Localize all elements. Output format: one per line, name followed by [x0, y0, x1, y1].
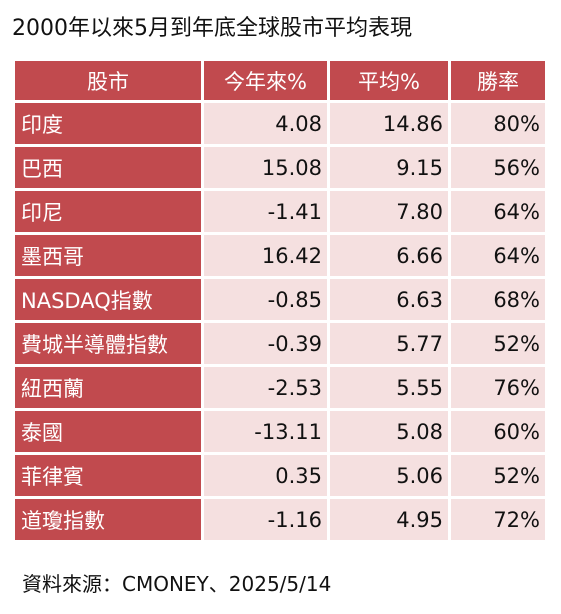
- ytd-value-cell: -2.53: [204, 367, 327, 408]
- market-name-cell: 費城半導體指數: [15, 323, 201, 364]
- average-value-cell: 9.15: [330, 147, 448, 188]
- table-row: 印尼 -1.41 7.80 64%: [15, 191, 545, 232]
- source-note: 資料來源：CMONEY、2025/5/14: [22, 572, 332, 596]
- market-name-cell: 印度: [15, 103, 201, 144]
- market-name-cell: 巴西: [15, 147, 201, 188]
- ytd-value-cell: 0.35: [204, 455, 327, 496]
- market-name-cell: 紐西蘭: [15, 367, 201, 408]
- table-row: 墨西哥 16.42 6.66 64%: [15, 235, 545, 276]
- chart-title: 2000年以來5月到年底全球股市平均表現: [12, 16, 412, 41]
- table-row: NASDAQ指數 -0.85 6.63 68%: [15, 279, 545, 320]
- column-header-market: 股市: [15, 61, 201, 100]
- table-row: 費城半導體指數 -0.39 5.77 52%: [15, 323, 545, 364]
- win-rate-cell: 56%: [451, 147, 545, 188]
- win-rate-cell: 72%: [451, 499, 545, 540]
- win-rate-cell: 76%: [451, 367, 545, 408]
- column-header-ytd: 今年來%: [204, 61, 327, 100]
- table-row: 泰國 -13.11 5.08 60%: [15, 411, 545, 452]
- header-row: 股市 今年來% 平均% 勝率: [15, 61, 545, 100]
- win-rate-cell: 52%: [451, 455, 545, 496]
- ytd-value-cell: -1.41: [204, 191, 327, 232]
- ytd-value-cell: -13.11: [204, 411, 327, 452]
- market-name-cell: 墨西哥: [15, 235, 201, 276]
- average-value-cell: 5.55: [330, 367, 448, 408]
- win-rate-cell: 60%: [451, 411, 545, 452]
- ytd-value-cell: -0.85: [204, 279, 327, 320]
- market-name-cell: 菲律賓: [15, 455, 201, 496]
- market-name-cell: NASDAQ指數: [15, 279, 201, 320]
- ytd-value-cell: 15.08: [204, 147, 327, 188]
- average-value-cell: 5.77: [330, 323, 448, 364]
- market-name-cell: 印尼: [15, 191, 201, 232]
- average-value-cell: 6.63: [330, 279, 448, 320]
- average-value-cell: 5.06: [330, 455, 448, 496]
- stock-market-table: 股市 今年來% 平均% 勝率 印度 4.08 14.86 80% 巴西 15.08 9.15…: [12, 58, 548, 543]
- average-value-cell: 4.95: [330, 499, 448, 540]
- ytd-value-cell: 4.08: [204, 103, 327, 144]
- table-row: 巴西 15.08 9.15 56%: [15, 147, 545, 188]
- average-value-cell: 6.66: [330, 235, 448, 276]
- average-value-cell: 7.80: [330, 191, 448, 232]
- win-rate-cell: 64%: [451, 235, 545, 276]
- market-name-cell: 道瓊指數: [15, 499, 201, 540]
- column-header-win-rate: 勝率: [451, 61, 545, 100]
- win-rate-cell: 64%: [451, 191, 545, 232]
- win-rate-cell: 68%: [451, 279, 545, 320]
- column-header-average: 平均%: [330, 61, 448, 100]
- win-rate-cell: 52%: [451, 323, 545, 364]
- table-row: 道瓊指數 -1.16 4.95 72%: [15, 499, 545, 540]
- ytd-value-cell: 16.42: [204, 235, 327, 276]
- ytd-value-cell: -1.16: [204, 499, 327, 540]
- average-value-cell: 5.08: [330, 411, 448, 452]
- table-body: 印度 4.08 14.86 80% 巴西 15.08 9.15 56% 印尼 -1.41 7.80 6…: [15, 103, 545, 540]
- ytd-value-cell: -0.39: [204, 323, 327, 364]
- market-name-cell: 泰國: [15, 411, 201, 452]
- table-row: 印度 4.08 14.86 80%: [15, 103, 545, 144]
- win-rate-cell: 80%: [451, 103, 545, 144]
- average-value-cell: 14.86: [330, 103, 448, 144]
- table-row: 紐西蘭 -2.53 5.55 76%: [15, 367, 545, 408]
- table-row: 菲律賓 0.35 5.06 52%: [15, 455, 545, 496]
